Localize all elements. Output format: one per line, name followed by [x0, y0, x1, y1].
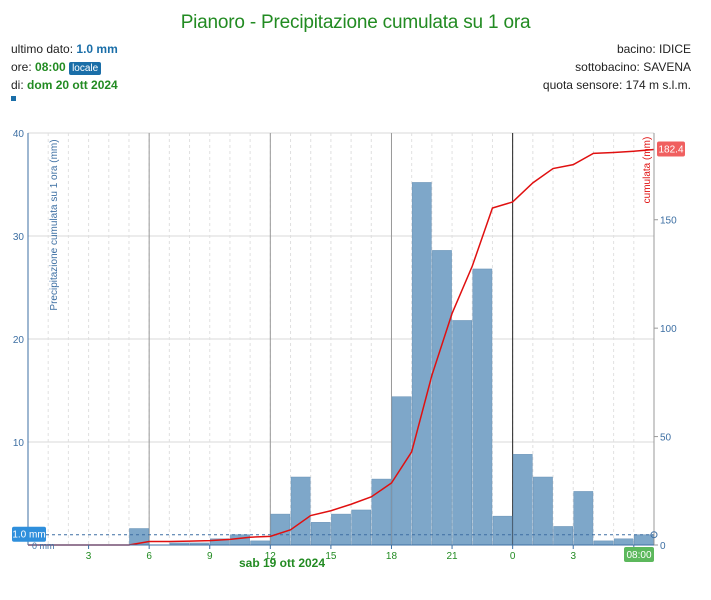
precipitation-bar: [593, 540, 614, 546]
right-tick-label: 50: [660, 433, 672, 444]
timezone-toggle[interactable]: locale: [69, 62, 102, 75]
precipitation-bar: [432, 250, 452, 546]
left-tick-label: 40: [13, 129, 25, 140]
cumulative-badge-text: 182.4: [658, 144, 683, 155]
precipitation-bar: [533, 476, 553, 546]
right-tick-label: 100: [660, 324, 677, 335]
time-row: ore: 08:00 locale: [11, 58, 118, 76]
mini-marker-icon: [11, 96, 16, 101]
x-tick-label: 6: [146, 551, 152, 562]
precipitation-bar: [310, 522, 331, 546]
station-info: bacino: IDICE sottobacino: SAVENA quota …: [543, 40, 691, 94]
x-tick-label: 3: [86, 551, 92, 562]
cumulative-badge: [657, 141, 685, 157]
right-tick-label: 0: [660, 541, 666, 552]
left-tick-label: 30: [13, 232, 25, 243]
x-tick-label: 3: [570, 551, 576, 562]
precipitation-bar: [230, 534, 250, 546]
x-tick-label: 15: [325, 551, 337, 562]
precipitation-bar: [452, 320, 473, 546]
zero-tick-label: 0 mm: [32, 541, 55, 551]
current-value-badge: [12, 526, 46, 542]
time-value: 08:00: [35, 60, 66, 74]
bars: [129, 182, 654, 546]
left-axis-title: Precipitazione cumulata su 1 ora (mm): [49, 139, 60, 310]
precipitation-bar: [512, 454, 533, 546]
precipitation-bar: [573, 491, 594, 546]
cumulative-line-group: [28, 148, 655, 546]
precipitation-bar: [553, 526, 573, 546]
time-label: ore:: [11, 60, 32, 74]
x-tick-label: 9: [207, 551, 213, 562]
precipitation-bar: [411, 182, 432, 546]
day-value: dom 20 ott 2024: [27, 78, 118, 92]
day-label: di:: [11, 78, 24, 92]
last-data-row: ultimo dato: 1.0 mm: [11, 40, 118, 58]
current-value-marker: [650, 531, 658, 539]
precipitation-bar: [472, 268, 493, 546]
right-axis-title: cumulata (mm): [642, 137, 653, 204]
precipitation-bar: [492, 515, 513, 546]
day-row: di: dom 20 ott 2024: [11, 76, 118, 94]
current-value-badge-text: 1.0 mm: [12, 530, 45, 541]
precipitation-bar: [250, 540, 271, 546]
current-time-badge: [624, 547, 654, 562]
altitude-text: quota sensore: 174 m s.l.m.: [542, 78, 691, 92]
precipitation-bar: [331, 513, 351, 546]
precipitation-bar: [351, 509, 372, 546]
left-tick-label: 20: [13, 335, 25, 346]
date-label: sab 19 ott 2024: [239, 556, 325, 570]
cumulative-line: [28, 148, 655, 546]
x-tick-label: 0: [510, 551, 516, 562]
x-tick-label: 12: [265, 551, 277, 562]
x-tick-label: 21: [447, 551, 459, 562]
precipitation-bar: [270, 513, 291, 546]
precipitation-bar: [391, 396, 412, 546]
current-time-badge-text: 08:00: [626, 550, 651, 561]
precipitation-bar: [613, 538, 634, 546]
last-data-label: ultimo dato:: [11, 42, 74, 56]
x-tick-label: 18: [386, 551, 398, 562]
basin-text: bacino: IDICE: [616, 42, 691, 56]
right-tick-label: 150: [660, 216, 677, 227]
precipitation-bar: [634, 534, 654, 546]
left-tick-label: 10: [13, 438, 25, 449]
grid: [27, 132, 655, 545]
last-data-value: 1.0 mm: [76, 42, 118, 56]
subbasin-text: sottobacino: SAVENA: [575, 60, 691, 74]
chart-title: Pianoro - Precipitazione cumulata su 1 o…: [180, 12, 531, 33]
last-data-info: ultimo dato: 1.0 mm ore: 08:00 locale di…: [11, 40, 118, 101]
